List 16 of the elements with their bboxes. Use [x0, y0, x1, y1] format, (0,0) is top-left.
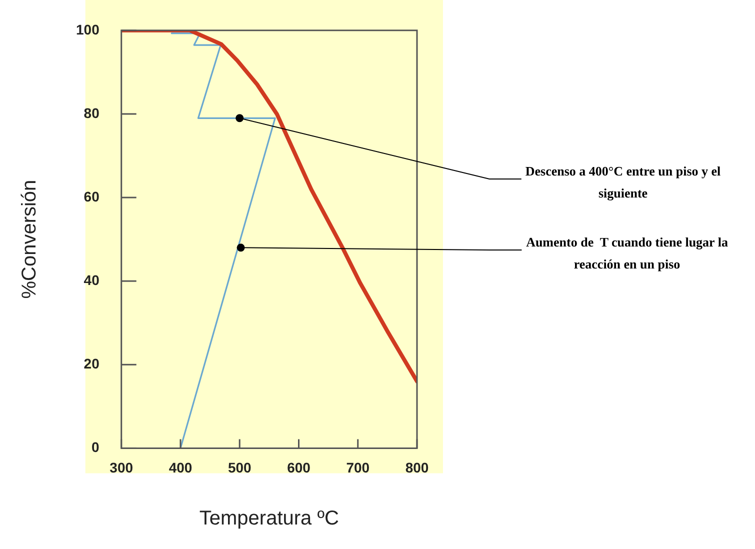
x-tick-label: 400	[168, 459, 192, 476]
x-tick-label: 500	[228, 459, 252, 476]
y-tick-label: 60	[84, 188, 100, 204]
y-tick-label: 40	[84, 272, 100, 288]
x-tick-label: 600	[287, 459, 311, 476]
x-tick-label: 800	[405, 459, 429, 476]
annotation: Descenso a 400°C entre un piso y el siguiente	[525, 163, 722, 200]
y-tick-label: 0	[92, 439, 100, 456]
annotation: Aumento de T cuando tiene lugar la reacción en un piso	[526, 234, 728, 272]
x-tick-label: 700	[346, 459, 370, 476]
y-axis-title: %Conversión	[18, 180, 41, 299]
x-tick-label: 300	[110, 459, 134, 476]
y-tick-label: 100	[76, 21, 100, 38]
y-tick-label: 80	[84, 104, 100, 121]
x-axis-title: Temperatura ºC	[199, 508, 339, 530]
y-tick-label: 20	[84, 356, 100, 372]
